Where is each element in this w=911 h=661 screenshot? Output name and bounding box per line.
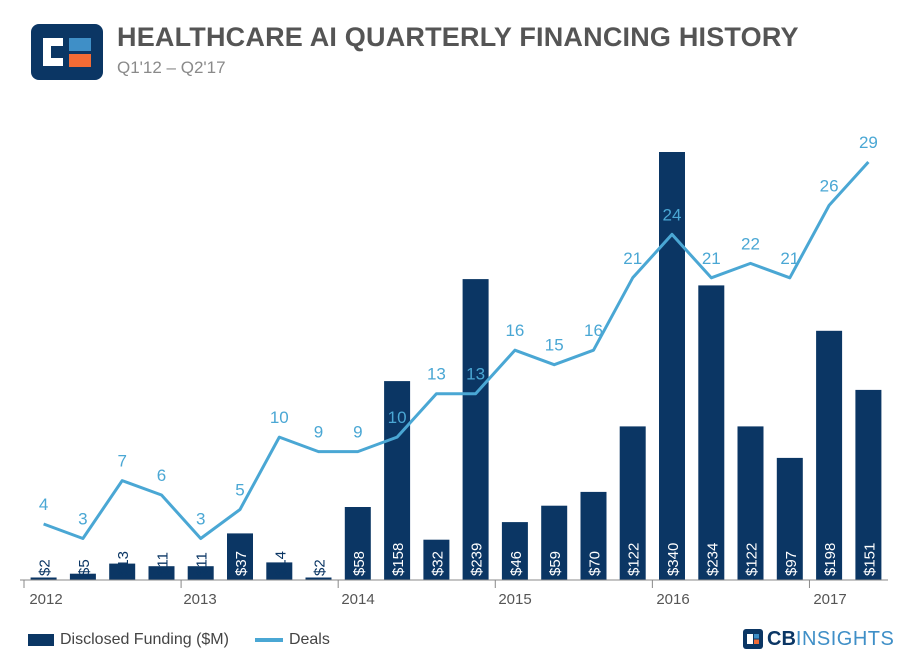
deals-point-label: 16 [505, 321, 524, 340]
funding-bar [659, 152, 685, 580]
funding-bar [423, 539, 450, 580]
legend-funding-swatch [28, 634, 54, 646]
funding-bar-label: $2 [312, 559, 329, 576]
funding-bar [30, 577, 57, 580]
deals-line [43, 160, 870, 540]
x-tick-label: 2015 [498, 591, 531, 608]
funding-bar [737, 426, 764, 580]
funding-bar-label: $32 [429, 551, 446, 576]
funding-bar-label: $158 [390, 543, 407, 576]
funding-bar-label: $14 [272, 551, 289, 576]
funding-bar [227, 533, 253, 580]
deals-point-label: 9 [353, 423, 362, 442]
cb-insights-logo-icon [31, 24, 103, 80]
deals-point-label: 16 [584, 321, 603, 340]
funding-bar [344, 507, 371, 580]
deals-point-label: 9 [314, 423, 323, 442]
funding-bar-label: $2 [37, 559, 54, 576]
chart-subtitle: Q1'12 – Q2'17 [117, 58, 226, 77]
funding-bar-label: $151 [861, 543, 878, 576]
brand-wordmark: CB INSIGHTS [743, 625, 894, 653]
deals-point-label: 10 [270, 408, 289, 427]
deals-point-label: 13 [427, 365, 446, 384]
funding-bar [187, 566, 214, 580]
funding-bar-label: $46 [508, 551, 525, 576]
funding-bar [305, 577, 332, 580]
funding-bar [384, 381, 411, 580]
funding-bar [855, 389, 882, 580]
x-tick-label: 2017 [813, 591, 846, 608]
funding-bar [501, 522, 528, 580]
legend-funding-label: Disclosed Funding ($M) [60, 631, 229, 648]
funding-bar-label: $5 [76, 559, 93, 576]
deals-point-label: 21 [623, 249, 642, 268]
deals-point-label: 15 [545, 336, 564, 355]
funding-bar [266, 562, 293, 580]
brand-cb-text: CB [767, 627, 796, 650]
funding-bar-label: $13 [115, 551, 132, 576]
chart-title: HEALTHCARE AI QUARTERLY FINANCING HISTOR… [117, 22, 799, 52]
funding-bar-label: $340 [665, 543, 682, 576]
deals-point-label: 10 [388, 408, 407, 427]
funding-bar-label: $97 [783, 551, 800, 576]
deals-point-label: 7 [117, 452, 126, 471]
x-tick-label: 2016 [656, 591, 689, 608]
funding-bar-label: $122 [744, 543, 761, 576]
funding-bar [148, 566, 175, 580]
brand-insights-text: INSIGHTS [795, 627, 895, 650]
x-tick-label: 2014 [341, 591, 374, 608]
funding-bar [619, 426, 646, 580]
x-tick-label: 2013 [183, 591, 216, 608]
funding-bar-label: $11 [155, 552, 172, 576]
funding-bar-label: $234 [704, 543, 721, 576]
legend-deals-swatch [254, 638, 283, 642]
deals-point-label: 6 [157, 466, 166, 485]
funding-bar-label: $59 [547, 551, 564, 576]
funding-bar [698, 285, 725, 580]
deals-point-label: 21 [780, 249, 799, 268]
cb-brand-icon [743, 629, 763, 649]
funding-bar [69, 573, 96, 580]
funding-bar [776, 457, 803, 580]
deals-point-label: 3 [78, 510, 87, 529]
chart-legend: Disclosed Funding ($M) Deals [28, 628, 330, 652]
x-tick-label: 2012 [29, 591, 62, 608]
funding-bar-label: $122 [626, 543, 643, 576]
funding-bar [541, 505, 568, 580]
funding-bar [580, 491, 607, 580]
funding-bar-label: $239 [469, 543, 486, 576]
deals-point-label: 21 [702, 249, 721, 268]
legend-deals-label: Deals [288, 631, 330, 648]
funding-bar-label: $37 [233, 551, 250, 576]
funding-bar-label: $11 [194, 552, 211, 576]
deals-point-label: 13 [466, 365, 485, 384]
deals-point-label: 29 [859, 133, 878, 152]
funding-bar [462, 279, 489, 580]
deals-point-label: 24 [663, 205, 682, 224]
funding-bar-label: $58 [351, 551, 368, 576]
deals-point-label: 5 [235, 481, 244, 500]
deals-point-label: 3 [196, 510, 205, 529]
funding-bar-label: $198 [822, 543, 839, 576]
funding-bar [109, 563, 136, 580]
funding-bar-label: $70 [587, 551, 604, 576]
deals-point-label: 26 [820, 176, 839, 195]
deals-point-label: 4 [39, 495, 48, 514]
funding-bar [816, 330, 843, 580]
deals-point-label: 22 [741, 234, 760, 253]
